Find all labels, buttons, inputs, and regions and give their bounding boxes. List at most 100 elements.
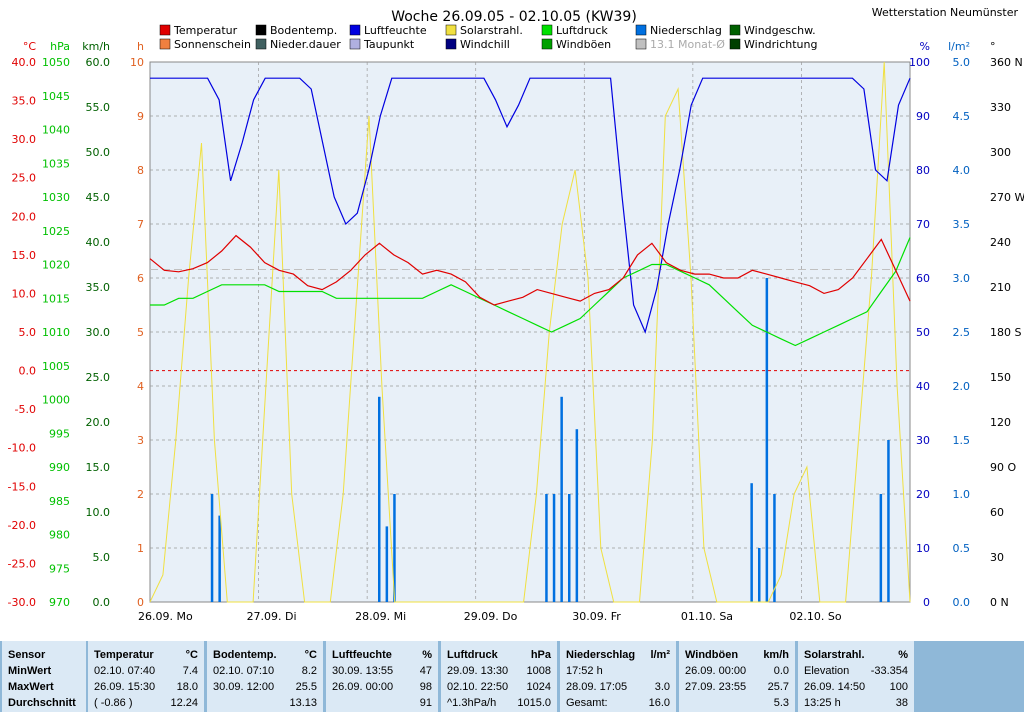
stat-header: Bodentemp. (213, 649, 277, 661)
stat-column: Solarstrahl.% Elevation -33.354 26.09. 14:5… (798, 641, 914, 712)
stat-label: 26.09. 14:50 (804, 681, 866, 693)
left-axis-tick: 10.0 (86, 506, 111, 519)
left-axis-tick: 0.0 (19, 365, 37, 378)
right-axis-unit-1: l/m² (948, 40, 970, 53)
left-axis-tick: 1025 (42, 225, 70, 238)
weather-chart: °C40.035.030.025.020.015.010.05.00.0-5.0… (7, 6, 1024, 623)
sensor-row-avg: Durchschnitt (8, 697, 76, 709)
legend-label: Niederschlag (650, 24, 722, 37)
left-axis-tick: 5.0 (93, 551, 111, 564)
precip-bar (218, 515, 221, 602)
right-axis-tick: 0 (923, 596, 930, 609)
precip-bar (887, 440, 890, 602)
stat-column: Windböen km/h 26.09. 00:00 0.0 27.09. 23:55 2… (679, 641, 795, 712)
left-axis-tick: 45.0 (86, 191, 111, 204)
precip-bar (765, 278, 769, 602)
stat-unit: % (422, 649, 432, 661)
stat-value: -33.354 (870, 665, 908, 677)
precip-bar (552, 494, 556, 602)
left-axis-tick: 15.0 (86, 461, 111, 474)
left-axis-unit-0: °C (23, 40, 37, 53)
stat-value: 25.7 (767, 681, 789, 693)
left-axis-tick: 1000 (42, 394, 70, 407)
legend-label: 13.1 Monat-Ø (650, 38, 725, 51)
precip-bar (758, 548, 761, 602)
legend-label: Windchill (460, 38, 510, 51)
left-axis-tick: 25.0 (86, 371, 111, 384)
stat-column: Luftdruck hPa 29.09. 13:30 1008 02.10. 22:50… (441, 641, 557, 712)
legend-swatch (349, 24, 361, 36)
stat-value: 38 (895, 697, 908, 709)
left-axis-tick: 1005 (42, 360, 70, 373)
axes-group: °C40.035.030.025.020.015.010.05.00.0-5.0… (8, 40, 1024, 623)
legend-swatch (255, 38, 267, 50)
precip-bar (773, 494, 776, 602)
right-axis-tick: 30 (916, 434, 930, 447)
stat-label: 28.09. 17:05 (566, 681, 628, 693)
legend-swatch (255, 24, 267, 36)
legend-swatch (729, 38, 741, 50)
stat-unit: °C (185, 649, 198, 661)
left-axis-tick: 50.0 (86, 146, 111, 159)
stat-unit: °C (304, 649, 317, 661)
x-tick-label: 28.09. Mi (355, 610, 406, 623)
right-axis-tick: 40 (916, 380, 930, 393)
left-axis-tick: 1015 (42, 292, 70, 305)
legend-label: Temperatur (173, 24, 238, 37)
stat-value: 91 (419, 697, 432, 709)
left-axis-tick: 55.0 (86, 101, 111, 114)
precip-bar (750, 483, 753, 602)
stat-label: 13:25 h (804, 697, 841, 709)
stat-value: 12.24 (170, 697, 198, 709)
legend-swatch (541, 38, 553, 50)
right-axis-unit-2: ° (990, 40, 996, 53)
left-axis-tick: 25.0 (12, 172, 37, 185)
right-axis-tick: 5.0 (953, 56, 971, 69)
left-axis-tick: 40.0 (12, 56, 37, 69)
stat-unit: km/h (763, 649, 789, 661)
left-axis-tick: 5 (137, 326, 144, 339)
right-axis-tick: 210 (990, 281, 1011, 294)
right-axis-tick: 330 (990, 101, 1011, 114)
left-axis-tick: 990 (49, 461, 70, 474)
left-axis-tick: 7 (137, 218, 144, 231)
right-axis-tick: 0 N (990, 596, 1009, 609)
left-axis-tick: 0.0 (93, 596, 111, 609)
left-axis-tick: 6 (137, 272, 144, 285)
chart-title: Woche 26.09.05 - 02.10.05 (KW39) (391, 9, 637, 25)
right-axis-tick: 80 (916, 164, 930, 177)
stat-value: 1008 (526, 665, 551, 677)
left-axis-tick: -25.0 (8, 557, 36, 570)
right-axis-tick: 1.0 (953, 488, 971, 501)
right-axis-tick: 50 (916, 326, 930, 339)
x-tick-label: 02.10. So (789, 610, 841, 623)
left-axis-tick: 1040 (42, 124, 70, 137)
x-tick-label: 26.09. Mo (138, 610, 193, 623)
left-axis-tick: 4 (137, 380, 144, 393)
right-axis-unit-0: % (920, 40, 930, 53)
series-pressure (150, 237, 911, 347)
stat-header: Temperatur (94, 649, 154, 661)
stat-value: 7.4 (182, 665, 198, 677)
left-axis-tick: 35.0 (86, 281, 111, 294)
stat-column: Niederschlag l/m² 17:52 h 28.09. 17:05 3.0 Ge… (560, 641, 676, 712)
statistics-table: Sensor MinWert MaxWert Durchschnitt Temp… (0, 641, 1024, 712)
left-axis-tick: 0 (137, 596, 144, 609)
precip-bar (378, 396, 381, 602)
series-humidity (150, 77, 911, 334)
legend-swatch (159, 38, 171, 50)
left-axis-tick: 1035 (42, 157, 70, 170)
precip-bar (385, 526, 389, 602)
stat-column: Luftfeuchte% 30.09. 13:55 47 26.09. 00:00 98… (326, 641, 438, 712)
stat-label: 30.09. 13:55 (332, 665, 394, 677)
left-axis-unit-3: h (137, 40, 144, 53)
right-axis-tick: 3.0 (953, 272, 971, 285)
stat-header: Solarstrahl. (804, 649, 865, 661)
left-axis-tick: 40.0 (86, 236, 111, 249)
right-axis-tick: 1.5 (953, 434, 971, 447)
legend-swatch (349, 38, 361, 50)
legend-swatch (159, 24, 171, 36)
left-axis-tick: -5.0 (15, 403, 36, 416)
stat-label: 26.09. 00:00 (685, 665, 747, 677)
right-axis-tick: 300 (990, 146, 1011, 159)
